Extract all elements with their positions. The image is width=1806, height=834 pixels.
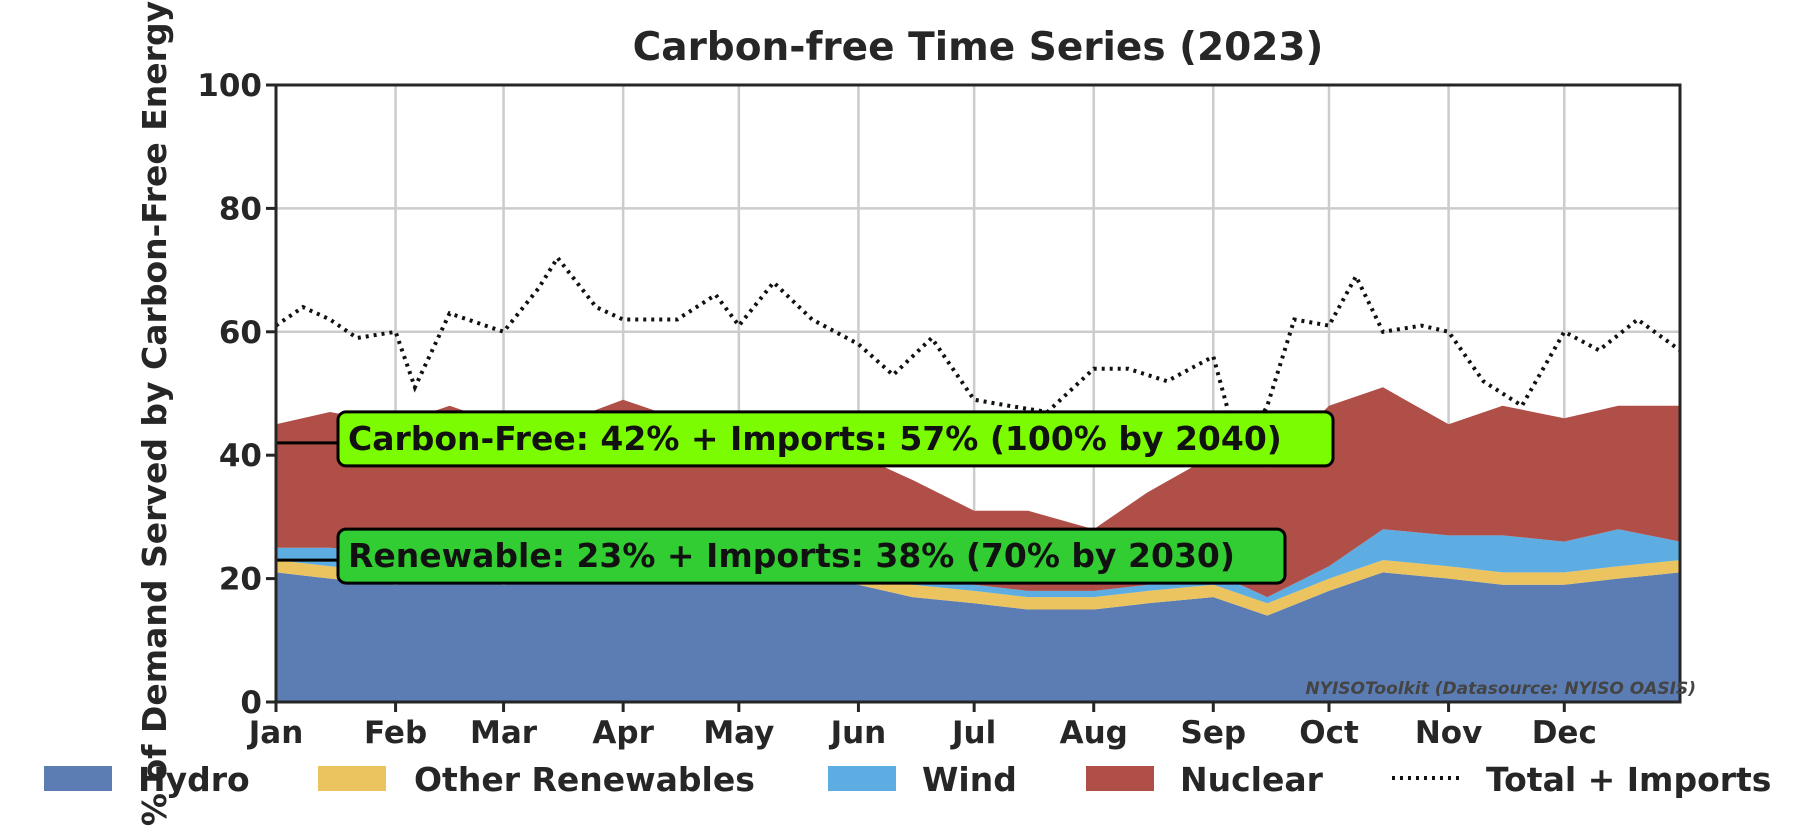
legend-label-other-renewables: Other Renewables (414, 760, 755, 799)
legend-swatch-wind (828, 766, 896, 791)
y-tick-label: 80 (219, 191, 262, 227)
x-tick-label: Aug (1060, 715, 1128, 751)
x-tick-label: Nov (1415, 715, 1482, 751)
y-tick-label: 0 (240, 685, 262, 721)
legend-swatch-hydro (44, 766, 112, 791)
x-tick-label: Oct (1299, 715, 1359, 751)
x-tick-label: Apr (592, 715, 654, 751)
watermark: NYISOToolkit (Datasource: NYISO OASIS) (1305, 679, 1696, 699)
x-tick-label: Sep (1181, 715, 1247, 751)
y-axis-label: % of Demand Served by Carbon-Free Energy (135, 1, 174, 826)
line-total-imports (274, 254, 1682, 461)
legend-label-nuclear: Nuclear (1180, 760, 1324, 799)
x-tick-label: Feb (364, 715, 427, 751)
x-tick-label: May (703, 715, 774, 751)
annotation-label: Carbon-Free: 42% + Imports: 57% (100% by… (348, 419, 1282, 458)
annotation-box (336, 410, 1335, 468)
y-tick-label: 40 (219, 438, 262, 474)
legend-label-wind: Wind (922, 760, 1017, 799)
x-tick-label: Jun (829, 715, 887, 751)
annotation-label: Renewable: 23% + Imports: 38% (70% by 20… (348, 536, 1235, 575)
y-tick-label: 100 (197, 68, 262, 104)
area-hydro (276, 572, 1680, 702)
legend-swatch-other-renewables (318, 766, 386, 791)
plot-frame (274, 83, 1682, 704)
legend-label-total-imports: Total + Imports (1486, 760, 1771, 799)
x-tick-label: Dec (1532, 715, 1597, 751)
x-tick-label: Jan (247, 715, 304, 751)
x-tick-label: Jul (950, 715, 996, 751)
chart-title: Carbon-free Time Series (2023) (633, 25, 1324, 70)
y-tick-label: 60 (219, 315, 262, 351)
plot-area: Carbon-Free: 42% + Imports: 57% (100% by… (197, 68, 1696, 751)
legend-swatch-nuclear (1086, 766, 1154, 791)
x-tick-label: Mar (470, 715, 538, 751)
legend-label-hydro: Hydro (138, 760, 250, 799)
annotation-box (336, 527, 1287, 585)
legend: Hydro Other Renewables Wind Nuclear Total + … (44, 760, 1771, 799)
y-tick-label: 20 (219, 562, 262, 598)
